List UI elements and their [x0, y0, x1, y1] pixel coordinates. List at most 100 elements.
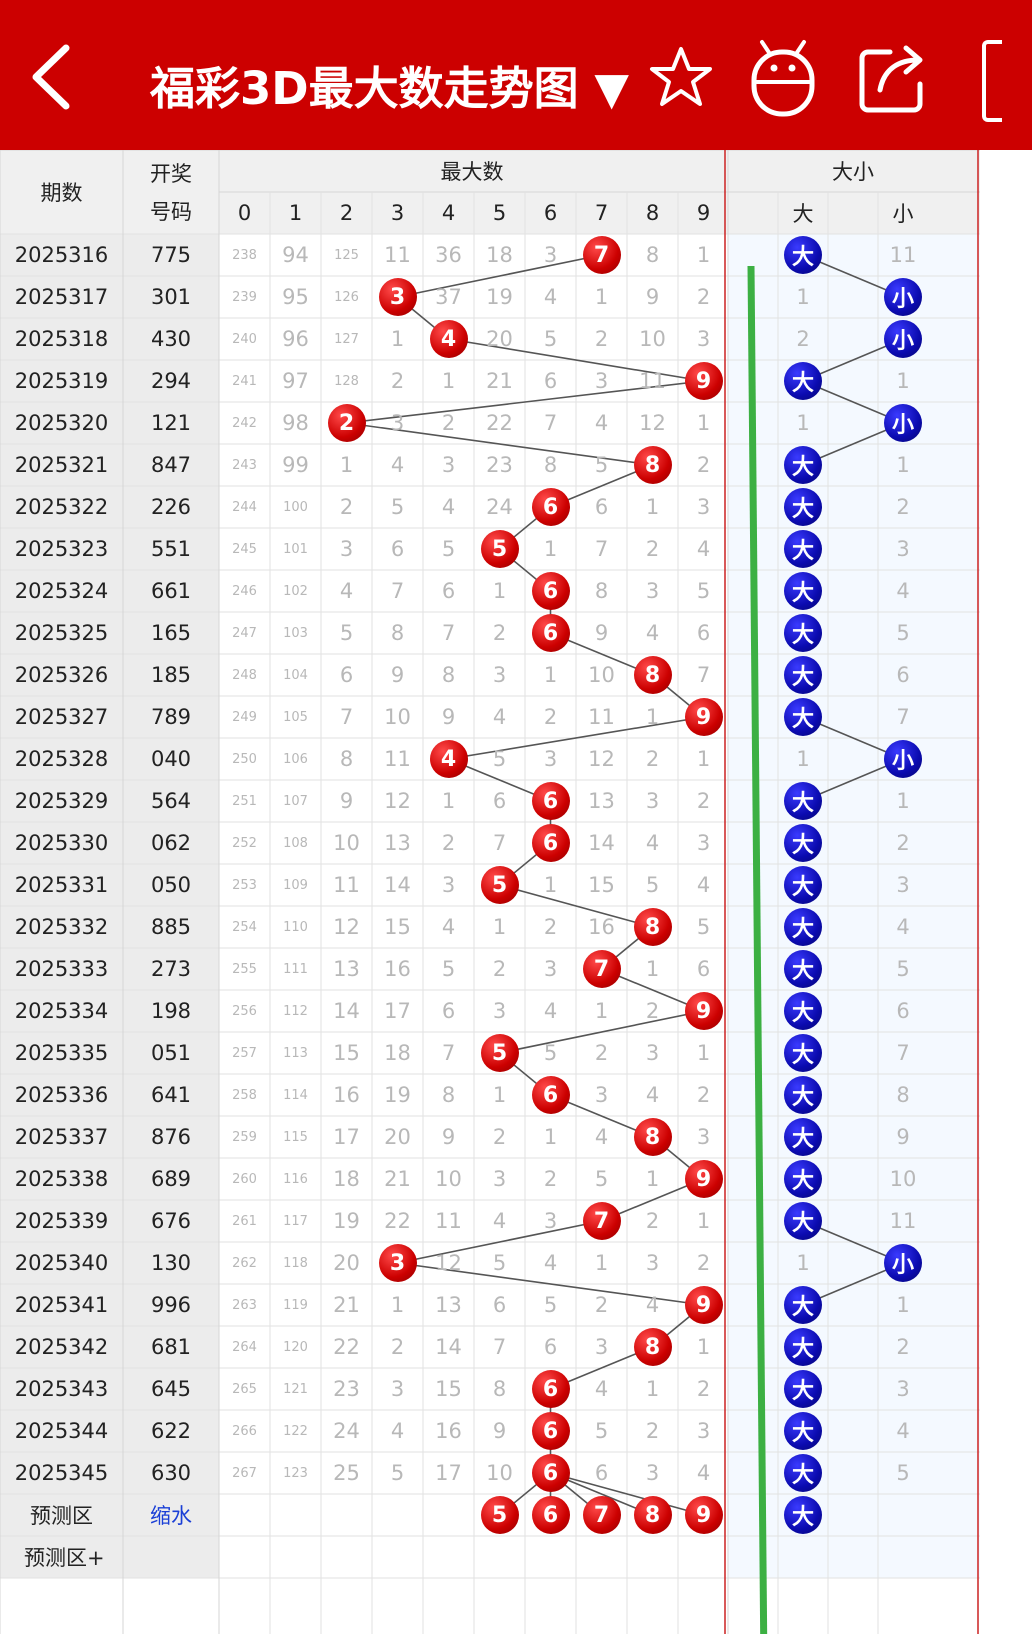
omission-cell: 9 [441, 1125, 456, 1149]
max-digit-ball: 8 [633, 446, 672, 484]
omission-cell: 1 [645, 495, 660, 519]
omission-cell: 15 [435, 1377, 462, 1401]
omission-cell: 11 [384, 747, 411, 771]
period-cell: 2025337 [14, 1125, 109, 1149]
omission-cell: 105 [283, 709, 308, 725]
size-omission: 11 [889, 243, 917, 267]
omission-cell: 1 [390, 327, 405, 351]
omission-cell: 113 [283, 1045, 308, 1061]
omission-cell: 3 [492, 1167, 507, 1191]
predict-shrink-link[interactable]: 缩水 [150, 1504, 192, 1528]
draw-number-cell: 564 [150, 789, 192, 813]
size-big-ball: 大 [784, 446, 822, 484]
omission-cell: 4 [645, 621, 660, 645]
period-cell: 2025318 [14, 327, 109, 351]
page-title[interactable]: 福彩3D最大数走势图 ▼ [150, 62, 629, 115]
max-digit-ball: 9 [684, 362, 723, 400]
omission-cell: 15 [384, 915, 411, 939]
omission-cell: 5 [339, 621, 354, 645]
omission-cell: 266 [232, 1423, 257, 1439]
omission-cell: 254 [232, 919, 257, 935]
omission-cell: 1 [696, 1335, 711, 1359]
omission-cell: 4 [594, 1377, 609, 1401]
omission-cell: 260 [232, 1171, 257, 1187]
trend-line [397, 1220, 602, 1264]
size-small-ball: 小 [884, 1244, 922, 1282]
back-arrow-icon[interactable] [26, 42, 76, 112]
omission-cell: 1 [696, 747, 711, 771]
omission-cell: 97 [282, 369, 309, 393]
omission-cell: 20 [486, 327, 513, 351]
period-cell: 2025319 [14, 369, 109, 393]
header-period: 期数 [40, 181, 83, 205]
overflow-edge[interactable] [982, 40, 1002, 122]
omission-cell: 23 [486, 453, 513, 477]
draw-number-cell: 051 [150, 1041, 192, 1065]
omission-cell: 1 [543, 1125, 558, 1149]
omission-cell: 2 [645, 1209, 660, 1233]
share-icon[interactable] [856, 40, 930, 116]
size-omission: 11 [889, 1209, 917, 1233]
omission-cell: 1 [645, 705, 660, 729]
omission-cell: 2 [441, 411, 456, 435]
omission-cell: 6 [390, 537, 405, 561]
omission-cell: 5 [543, 327, 558, 351]
omission-cell: 18 [486, 243, 513, 267]
omission-cell: 5 [390, 495, 405, 519]
omission-cell: 9 [441, 705, 456, 729]
omission-cell: 18 [384, 1041, 411, 1065]
omission-cell: 1 [696, 1041, 711, 1065]
omission-cell: 104 [283, 667, 308, 683]
omission-cell: 6 [543, 1335, 558, 1359]
size-omission: 7 [896, 705, 910, 729]
omission-cell: 246 [232, 583, 257, 599]
omission-cell: 5 [543, 1293, 558, 1317]
size-big-ball: 大 [784, 992, 822, 1030]
omission-cell: 7 [543, 411, 558, 435]
omission-cell: 7 [696, 663, 711, 687]
omission-cell: 118 [283, 1255, 308, 1271]
draw-number-cell: 185 [150, 663, 192, 687]
max-digit-ball: 2 [327, 404, 366, 442]
predict-ball: 6 [531, 1496, 570, 1534]
omission-cell: 6 [594, 495, 609, 519]
max-digit-ball: 9 [684, 1160, 723, 1198]
trend-line [346, 380, 704, 424]
period-cell: 2025342 [14, 1335, 109, 1359]
period-cell: 2025332 [14, 915, 109, 939]
omission-cell: 9 [492, 1419, 507, 1443]
star-icon[interactable] [648, 44, 714, 110]
omission-cell: 3 [543, 243, 558, 267]
omission-cell: 114 [283, 1087, 308, 1103]
predict-plus-label[interactable]: 预测区+ [24, 1546, 105, 1570]
predict-label[interactable]: 预测区 [30, 1504, 93, 1528]
omission-cell: 5 [696, 915, 711, 939]
omission-cell: 240 [232, 331, 257, 347]
omission-cell: 19 [333, 1209, 360, 1233]
robot-icon[interactable] [748, 38, 818, 118]
omission-cell: 6 [492, 1293, 507, 1317]
omission-cell: 21 [384, 1167, 411, 1191]
header-size: 大小 [832, 160, 874, 184]
omission-cell: 1 [696, 243, 711, 267]
omission-cell: 7 [594, 537, 609, 561]
draw-number-cell: 789 [150, 705, 192, 729]
omission-cell: 15 [588, 873, 615, 897]
header-digit-4: 4 [441, 201, 456, 225]
omission-cell: 4 [543, 1251, 558, 1275]
trend-line [499, 1010, 704, 1054]
size-omission: 1 [896, 789, 910, 813]
omission-cell: 13 [333, 957, 360, 981]
omission-cell: 6 [441, 999, 456, 1023]
omission-cell: 4 [594, 411, 609, 435]
omission-cell: 4 [696, 873, 711, 897]
omission-cell: 1 [492, 915, 507, 939]
omission-cell: 8 [390, 621, 405, 645]
max-digit-ball: 6 [531, 824, 570, 862]
omission-cell: 1 [594, 999, 609, 1023]
omission-cell: 5 [645, 873, 660, 897]
omission-cell: 1 [441, 789, 456, 813]
omission-cell: 264 [232, 1339, 257, 1355]
omission-cell: 247 [232, 625, 257, 641]
omission-cell: 5 [492, 747, 507, 771]
